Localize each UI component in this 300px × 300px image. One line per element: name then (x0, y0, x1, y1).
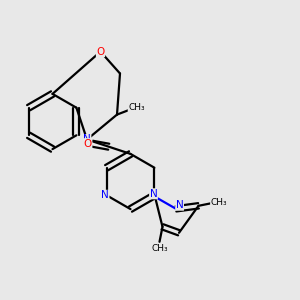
Text: CH₃: CH₃ (151, 244, 168, 253)
Text: N: N (101, 190, 109, 200)
Text: O: O (96, 46, 105, 57)
Text: O: O (84, 139, 92, 149)
Text: CH₃: CH₃ (128, 103, 145, 112)
Text: CH₃: CH₃ (211, 198, 227, 207)
Text: N: N (150, 189, 158, 199)
Text: N: N (83, 134, 91, 145)
Text: N: N (176, 200, 184, 210)
